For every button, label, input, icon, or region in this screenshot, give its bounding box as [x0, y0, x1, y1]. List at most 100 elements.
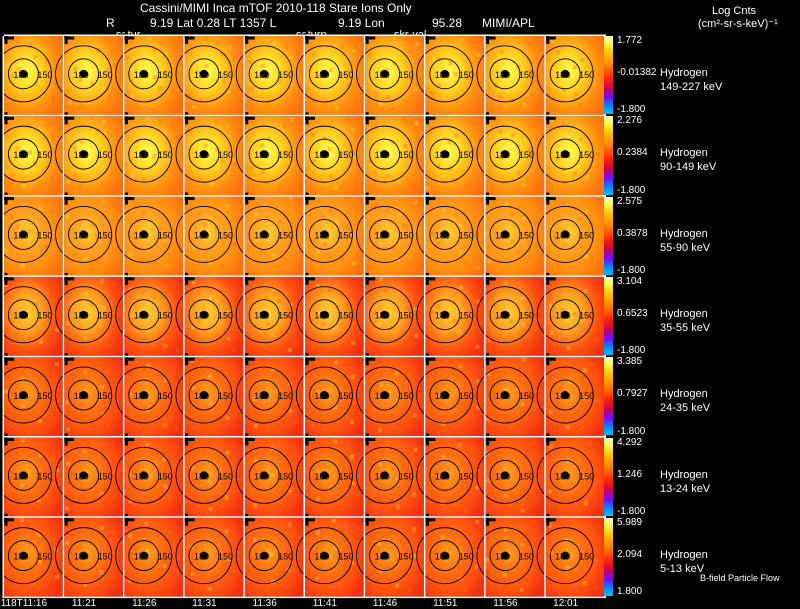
fov-ring-inner — [7, 138, 39, 170]
image-panel — [305, 276, 364, 356]
units-label: (cm²-sr-s-keV)⁻¹ — [698, 18, 778, 30]
ring-label: 180 — [314, 552, 329, 562]
fov-ring-outer — [476, 205, 534, 263]
fov-ring-inner — [369, 540, 401, 572]
fov-ring-inner — [248, 138, 280, 170]
fov-ring-inner — [128, 379, 160, 411]
fov-ring-outer — [55, 45, 113, 103]
fov-ring-inner — [429, 138, 461, 170]
fov-ring-inner — [188, 299, 220, 331]
fov-ring-inner — [68, 138, 100, 170]
time-tick-label: 11:36 — [252, 598, 277, 609]
fov-ring-outer — [235, 527, 293, 585]
fov-ring-outer — [175, 446, 233, 504]
ring-label: 150 — [579, 391, 594, 401]
ring-label: 180 — [495, 70, 510, 80]
saturn-marker — [440, 391, 449, 400]
fov-ring-outer — [295, 366, 353, 424]
ring-label: 150 — [37, 311, 52, 321]
fov-ring-outer — [115, 527, 173, 585]
fov-ring-outer — [235, 366, 293, 424]
ring-label: 150 — [579, 471, 594, 481]
fov-ring-outer — [416, 527, 474, 585]
fov-ring-inner — [489, 58, 521, 90]
fov-ring-inner — [489, 379, 521, 411]
fov-ring-inner — [429, 299, 461, 331]
image-panel — [124, 196, 184, 276]
fov-ring-outer — [295, 125, 353, 183]
saturn-marker — [79, 391, 88, 400]
fov-ring-outer — [356, 527, 414, 585]
fov-ring-outer — [476, 45, 534, 103]
ring-label: 150 — [459, 150, 474, 160]
image-panel — [184, 196, 244, 276]
ring-label: 180 — [74, 391, 89, 401]
saturn-marker — [139, 310, 148, 319]
fov-ring-inner — [429, 540, 461, 572]
ring-label: 180 — [435, 391, 450, 401]
chart-title: Cassini/MIMI Inca mTOF 2010-118 Stare Io… — [140, 1, 412, 15]
fov-ring-outer — [356, 125, 414, 183]
fov-ring-outer — [356, 286, 414, 344]
saturn-marker — [199, 310, 208, 319]
ring-label: 180 — [194, 471, 209, 481]
saturn-marker — [79, 69, 88, 78]
ring-label: 150 — [37, 471, 52, 481]
saturn-marker — [561, 69, 570, 78]
ring-label: 180 — [555, 230, 570, 240]
ring-label: 150 — [278, 471, 293, 481]
fov-ring-inner — [68, 58, 100, 90]
ring-label: 150 — [519, 311, 534, 321]
fov-ring-inner — [369, 138, 401, 170]
ring-label: 180 — [375, 150, 390, 160]
colorbar-min-label: -1.800 — [617, 104, 646, 116]
saturn-marker — [320, 551, 329, 560]
ring-label: 150 — [37, 230, 52, 240]
ring-label: 180 — [375, 471, 390, 481]
saturn-marker — [199, 471, 208, 480]
saturn-marker — [139, 150, 148, 159]
fov-ring-outer — [416, 286, 474, 344]
image-panel — [425, 276, 485, 356]
colorbar-max-label: 2.575 — [617, 195, 643, 207]
ring-label: 180 — [555, 391, 570, 401]
fov-ring-outer — [235, 286, 293, 344]
saturn-marker — [500, 230, 509, 239]
fov-ring-outer — [416, 125, 474, 183]
colorbar — [604, 517, 613, 597]
fov-ring-inner — [489, 138, 521, 170]
fov-ring-inner — [128, 299, 160, 331]
image-panel — [365, 196, 424, 276]
image-panel — [485, 357, 545, 436]
ring-label: 180 — [495, 471, 510, 481]
colorbar-min-label: 1.800 — [617, 586, 643, 598]
saturn-marker — [500, 310, 509, 319]
fov-ring-outer — [536, 366, 594, 424]
row-energy-label: 35-55 keV — [660, 321, 711, 334]
image-panel — [184, 116, 244, 196]
image-panel — [305, 36, 364, 115]
fov-ring-inner — [188, 459, 220, 491]
ring-label: 150 — [519, 391, 534, 401]
colorbar-mid-label: 1.246 — [617, 468, 643, 480]
fov-ring-outer — [295, 527, 353, 585]
image-panel — [485, 196, 545, 276]
saturn-marker — [380, 310, 389, 319]
ring-label: 180 — [314, 311, 329, 321]
fov-ring-outer — [175, 527, 233, 585]
image-panel — [244, 357, 304, 436]
ring-label: 180 — [375, 311, 390, 321]
image-panel — [124, 357, 184, 436]
ring-label: 150 — [158, 70, 173, 80]
fov-ring-outer — [55, 366, 113, 424]
ring-label: 150 — [459, 70, 474, 80]
saturn-marker — [440, 551, 449, 560]
saturn-marker — [561, 150, 570, 159]
saturn-marker — [500, 551, 509, 560]
ring-label: 180 — [134, 391, 149, 401]
ring-label: 180 — [435, 230, 450, 240]
image-panel — [184, 36, 244, 115]
colorbar-mid-label: 0.7927 — [617, 388, 648, 400]
saturn-marker — [139, 471, 148, 480]
colorbar-mid-label: -0.01382 — [617, 67, 657, 79]
